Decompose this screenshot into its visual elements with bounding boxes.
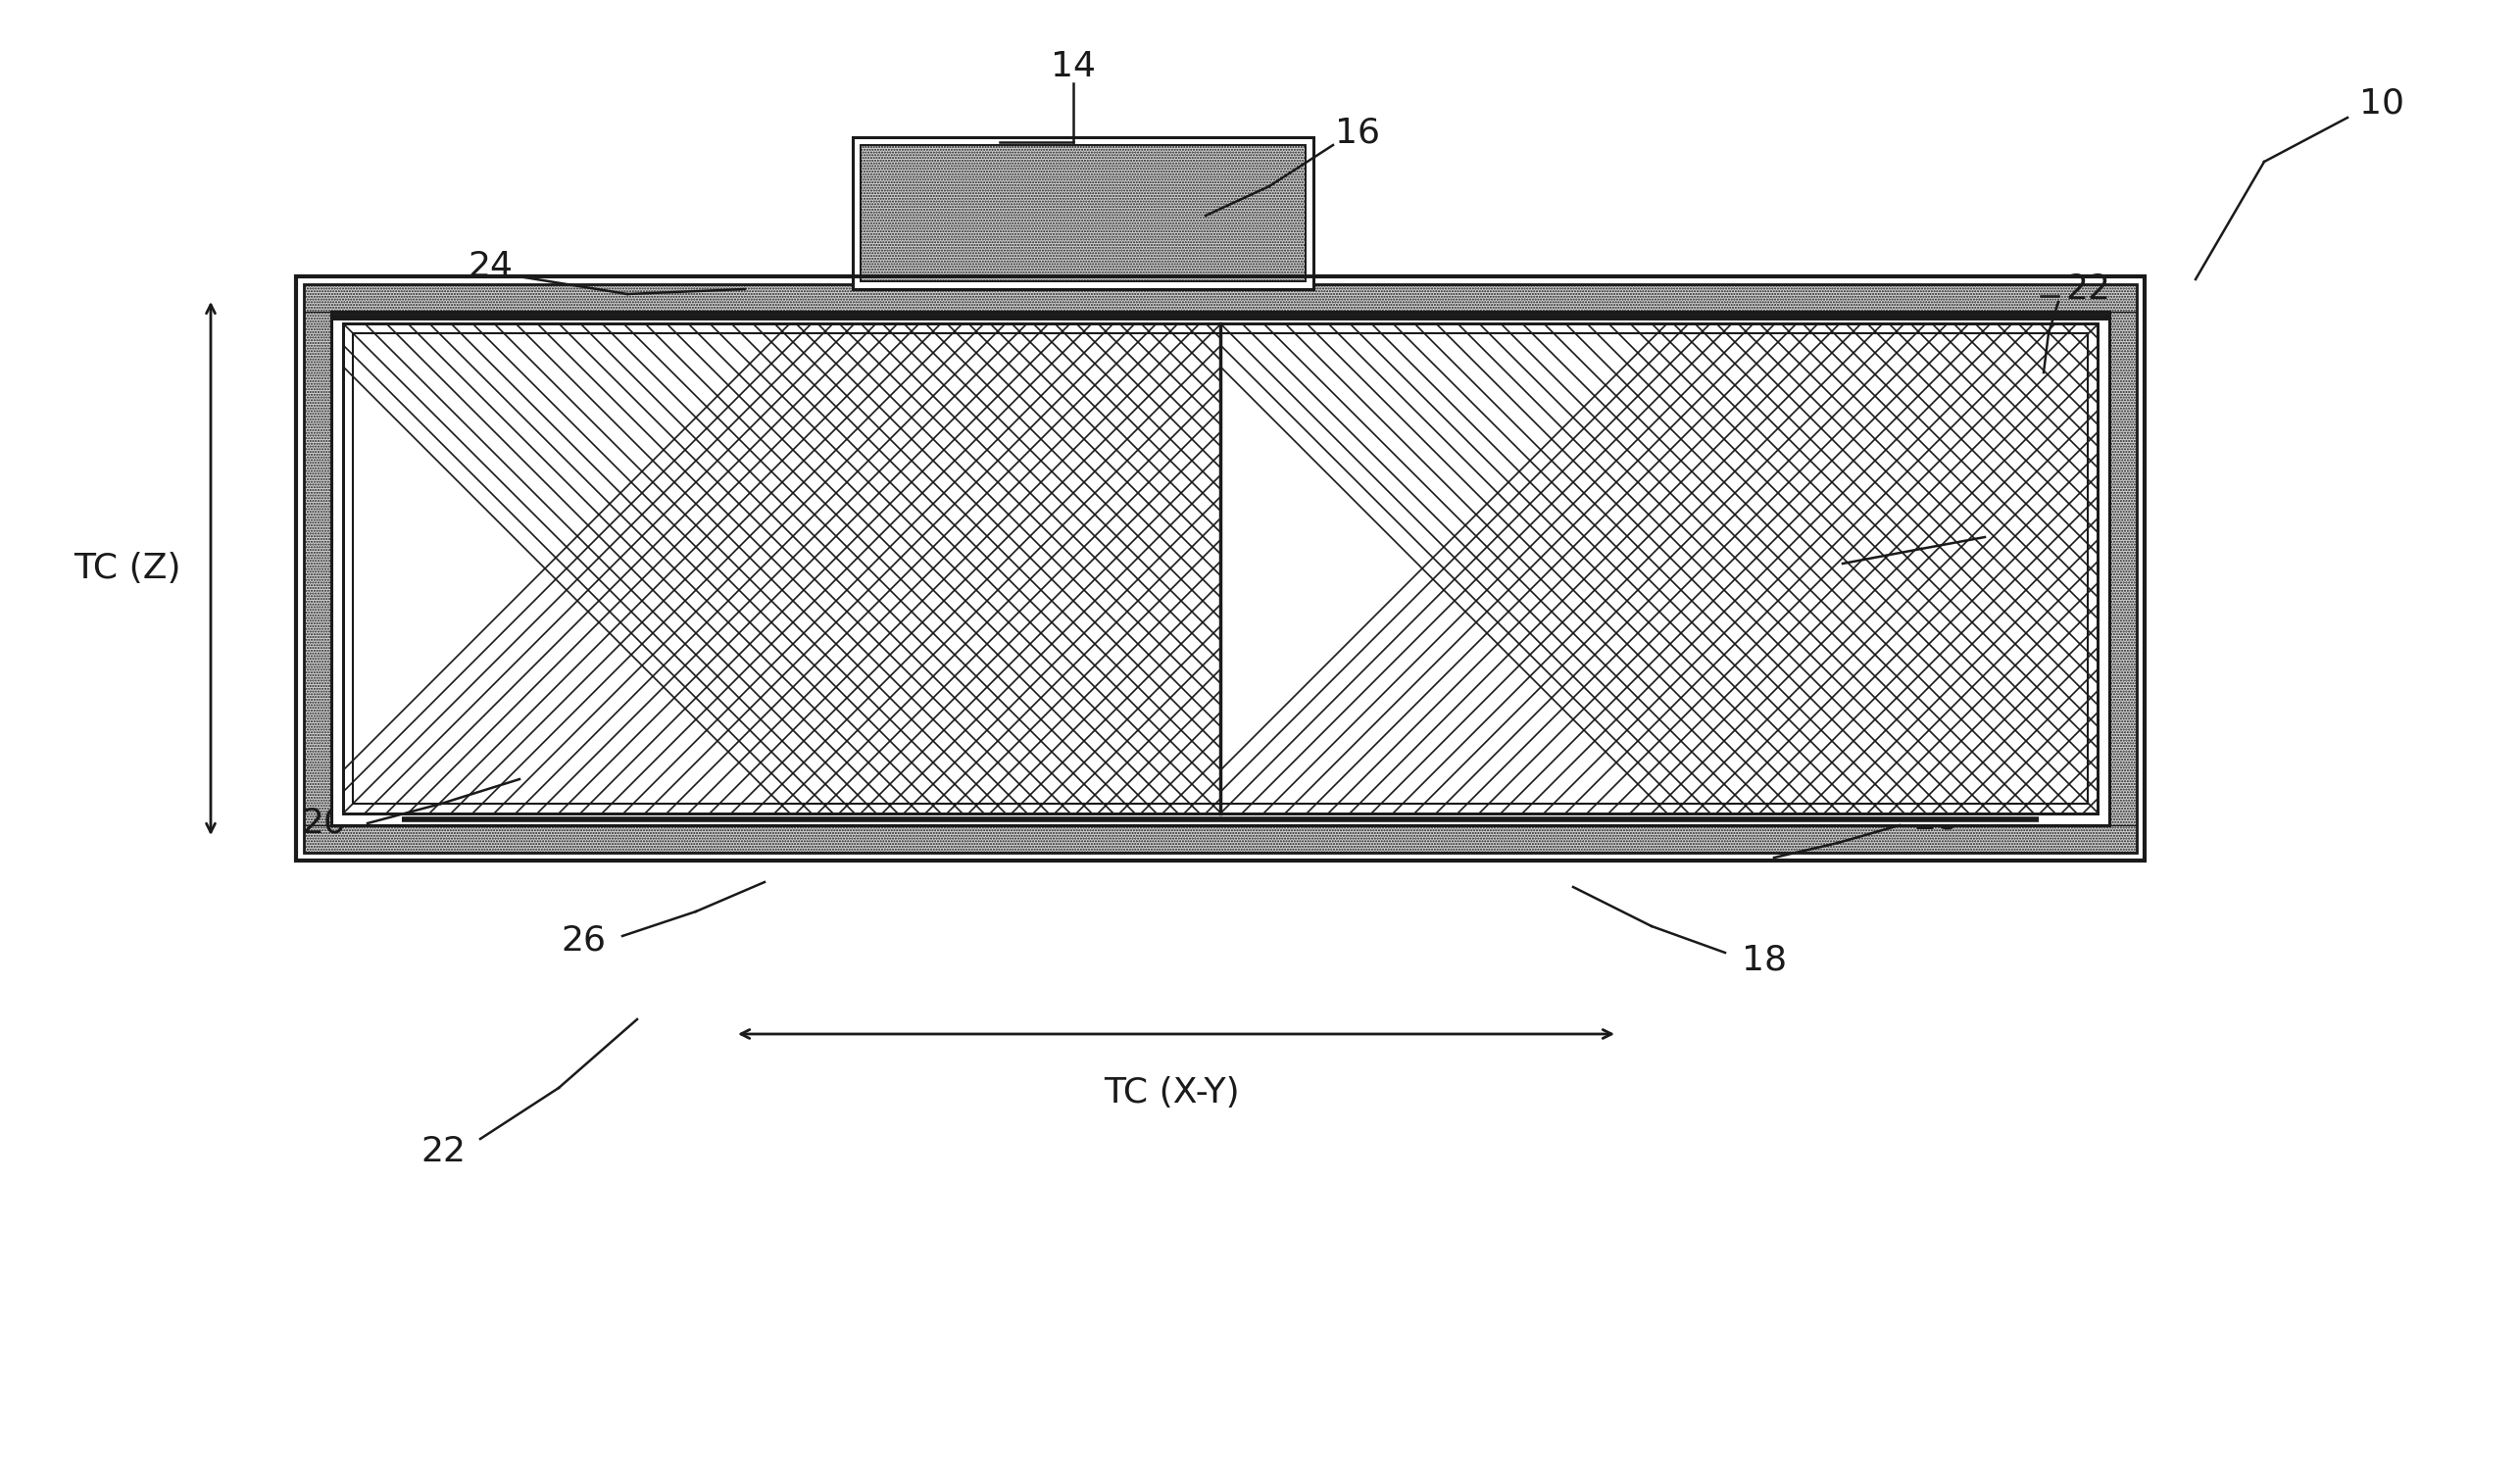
Bar — [2109, 312, 2137, 825]
Bar — [852, 137, 1313, 290]
Bar — [343, 324, 2097, 813]
Text: 22: 22 — [2066, 272, 2109, 306]
Bar — [343, 324, 2097, 813]
Text: 20: 20 — [300, 807, 345, 840]
Bar — [305, 312, 330, 825]
Text: 10: 10 — [2359, 86, 2404, 120]
Bar — [295, 276, 2145, 860]
Bar — [295, 276, 2145, 860]
Bar — [2109, 312, 2137, 825]
Text: 14: 14 — [1051, 50, 1096, 83]
Text: 16: 16 — [1336, 115, 1381, 149]
Bar — [330, 312, 2109, 825]
Text: 22: 22 — [421, 1135, 466, 1168]
Bar — [305, 284, 2137, 853]
Text: 28: 28 — [1913, 801, 1958, 835]
Bar — [305, 284, 2137, 312]
Bar — [862, 145, 1305, 281]
Bar — [305, 825, 2137, 853]
Text: 20: 20 — [1996, 513, 2041, 545]
Text: TC (X-Y): TC (X-Y) — [1104, 1076, 1240, 1110]
Text: 26: 26 — [559, 924, 605, 958]
Bar — [305, 284, 2137, 312]
Text: 18: 18 — [1741, 944, 1787, 977]
Bar — [353, 333, 2087, 804]
Text: 24: 24 — [469, 250, 512, 284]
Bar — [305, 825, 2137, 853]
Bar — [862, 145, 1305, 281]
Bar — [305, 312, 330, 825]
Text: TC (Z): TC (Z) — [73, 551, 181, 585]
